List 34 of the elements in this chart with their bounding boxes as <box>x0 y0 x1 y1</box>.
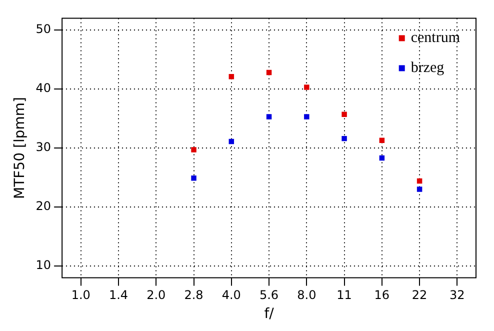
y-tick-label: 10 <box>36 258 52 272</box>
x-tick-label: 2.0 <box>146 288 166 302</box>
y-tick-label: 30 <box>36 140 52 154</box>
point <box>266 114 272 120</box>
point <box>191 175 196 181</box>
point <box>379 138 385 143</box>
point <box>379 155 385 161</box>
y-tick-label: 50 <box>36 22 52 36</box>
y-tick-label: 20 <box>36 199 52 214</box>
x-tick-label: 22 <box>412 288 428 302</box>
y-axis-title: MTF50 [lpmm] <box>12 97 28 199</box>
point <box>416 186 422 192</box>
x-tick-label: 1.4 <box>108 288 128 302</box>
point <box>416 178 422 184</box>
point <box>228 138 234 144</box>
y-tick-label: 40 <box>36 81 52 96</box>
legend-label: centrum <box>410 30 460 46</box>
x-tick-label: 11 <box>336 288 352 302</box>
x-tick-label: 16 <box>374 288 390 302</box>
point <box>304 114 310 120</box>
x-tick-label: 1.0 <box>71 288 90 302</box>
x-tick-label: 8.0 <box>297 288 316 302</box>
legend-label: brzeg <box>410 60 445 76</box>
point <box>191 147 196 152</box>
x-tick-label: 32 <box>450 288 465 302</box>
point <box>228 74 234 80</box>
x-tick-label: 2.8 <box>184 288 204 302</box>
point <box>266 70 272 76</box>
x-tick-label: 5.6 <box>259 288 279 302</box>
point <box>342 112 347 117</box>
x-axis-title: f/ <box>264 306 274 322</box>
point <box>342 136 347 142</box>
x-tick-label: 4.0 <box>222 288 241 302</box>
point <box>304 84 310 90</box>
